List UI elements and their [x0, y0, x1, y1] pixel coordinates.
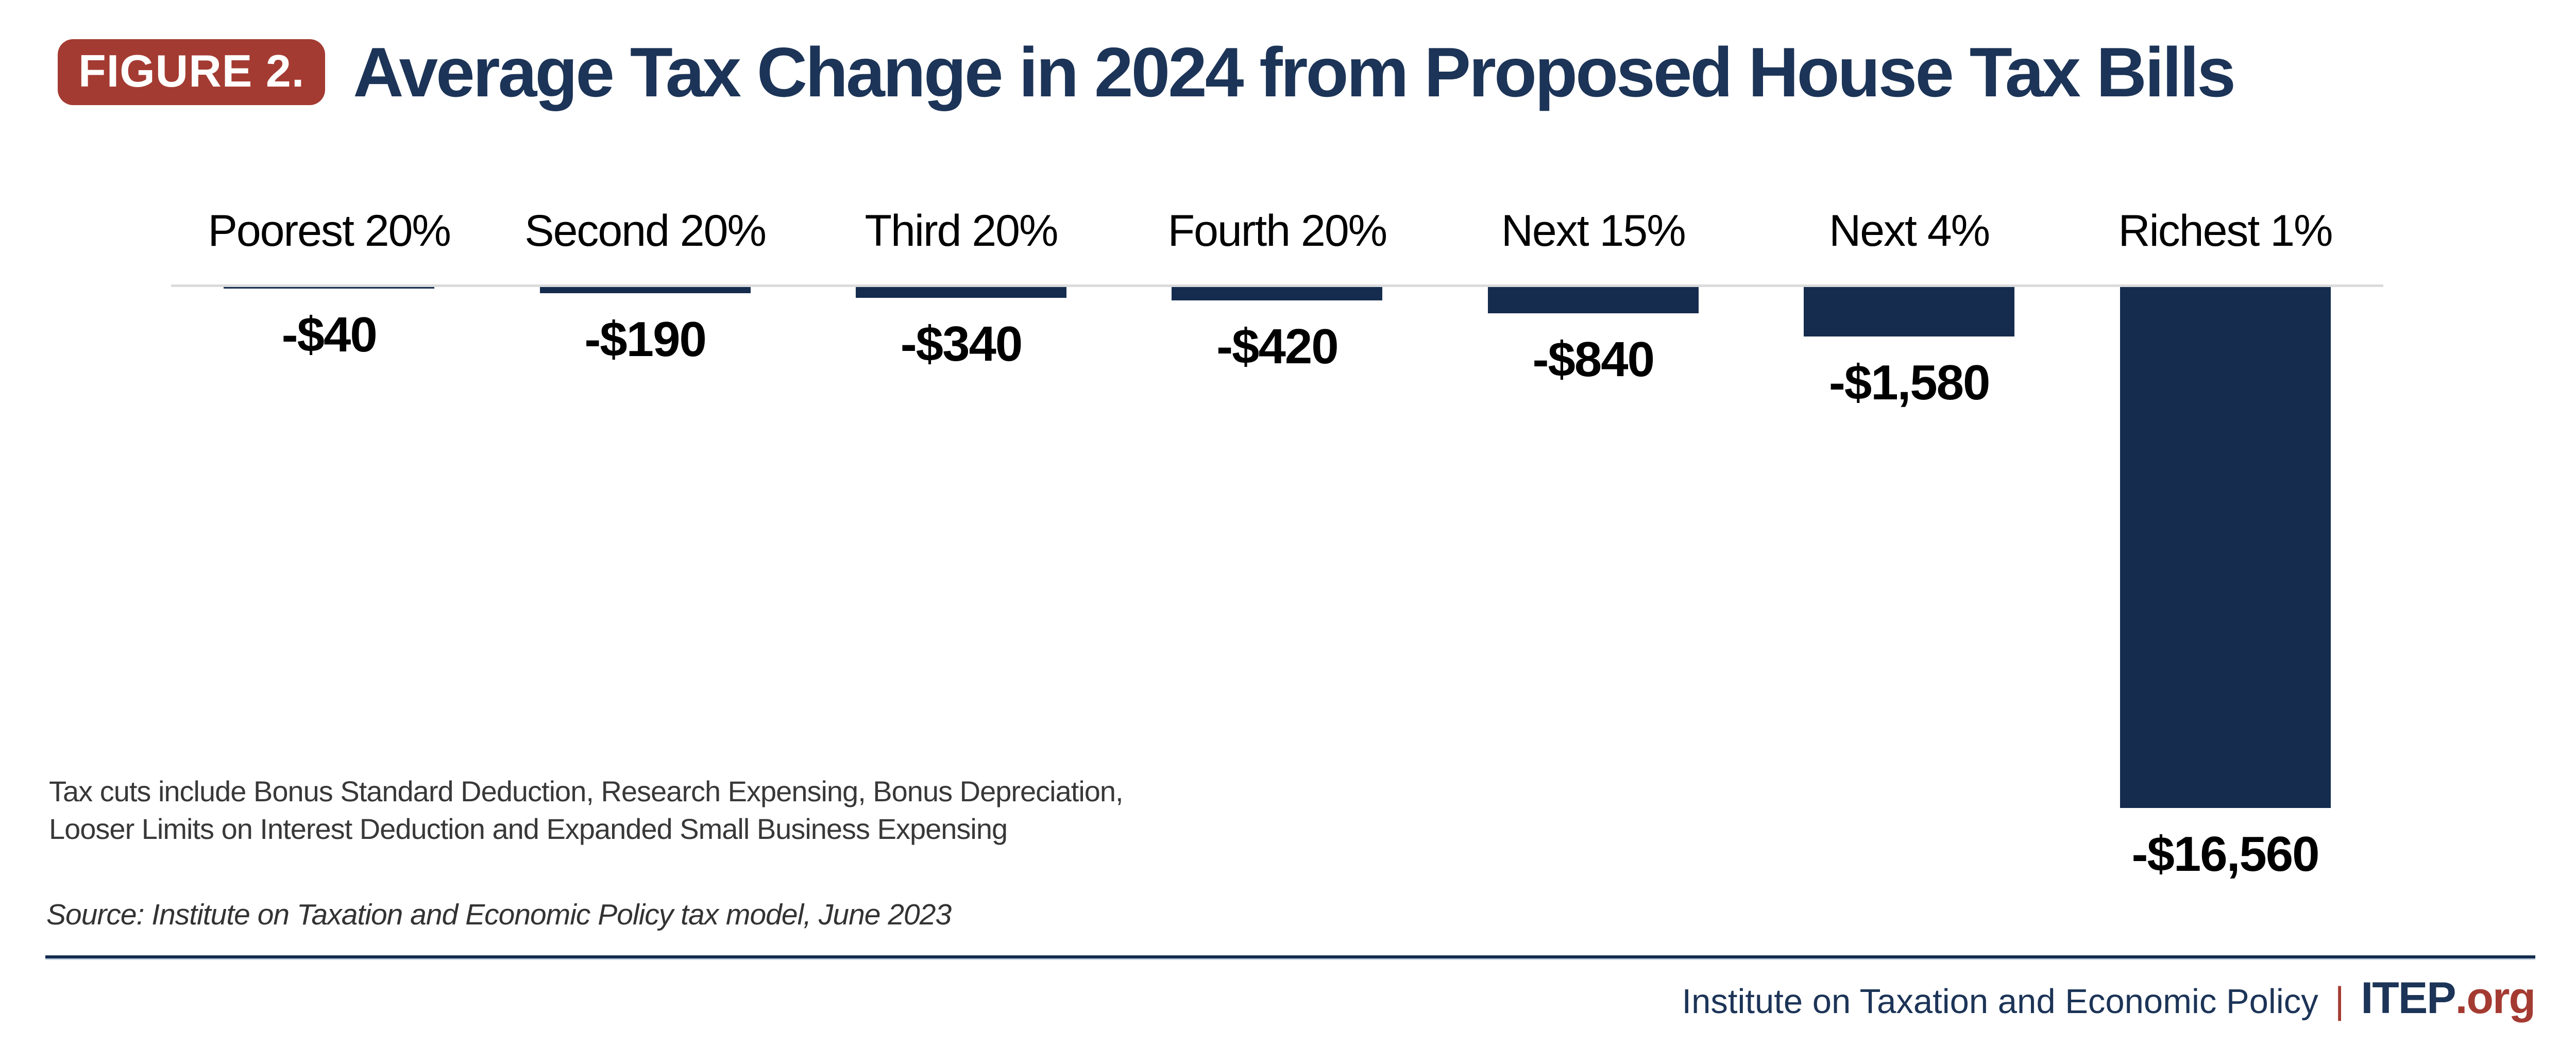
bar	[1172, 287, 1383, 300]
bars-row: -$40 -$190 -$340 -$420 -$840 -$1,580 -$1…	[171, 287, 2383, 879]
chart-column: -$190	[487, 287, 803, 879]
bar-value-label: -$340	[900, 316, 1023, 372]
category-label: Poorest 20%	[208, 206, 451, 256]
itep-logo: ITEP .org	[2361, 973, 2536, 1024]
footer: Institute on Taxation and Economic Polic…	[1682, 973, 2536, 1024]
category-label: Third 20%	[865, 206, 1058, 256]
chart-note: Tax cuts include Bonus Standard Deductio…	[49, 773, 1124, 848]
bar	[2120, 287, 2331, 808]
chart-note-line1: Tax cuts include Bonus Standard Deductio…	[49, 775, 1124, 807]
bar-chart: Poorest 20% Second 20% Third 20% Fourth 20%…	[171, 202, 2383, 879]
itep-logo-suffix: .org	[2455, 973, 2536, 1023]
footer-divider	[45, 955, 2535, 960]
footer-org-name: Institute on Taxation and Economic Polic…	[1682, 982, 2318, 1021]
zero-baseline	[171, 284, 2383, 287]
bar	[539, 287, 751, 293]
category-header-row: Poorest 20% Second 20% Third 20% Fourth 20%…	[171, 202, 2383, 260]
bar-value-label: -$1,580	[1828, 355, 1991, 410]
chart-column: -$420	[1119, 287, 1435, 879]
bar-value-label: -$190	[584, 312, 707, 367]
bar	[1804, 287, 2015, 336]
chart-column: -$1,580	[1751, 287, 2067, 879]
bar	[1487, 287, 1699, 313]
source-citation: Source: Institute on Taxation and Econom…	[46, 898, 952, 931]
bar-value-label: -$16,560	[2131, 827, 2320, 882]
chart-column: -$40	[171, 287, 487, 879]
bar-value-label: -$40	[281, 307, 378, 362]
bar	[855, 287, 1066, 298]
category-label: Next 4%	[1829, 206, 1990, 256]
chart-column: -$340	[803, 287, 1119, 879]
category-label: Second 20%	[524, 206, 767, 256]
footer-separator: |	[2334, 980, 2345, 1021]
category-label: Richest 1%	[2118, 206, 2333, 256]
chart-title: Average Tax Change in 2024 from Proposed…	[353, 33, 2236, 111]
chart-column: -$840	[1435, 287, 1751, 879]
category-label: Fourth 20%	[1167, 206, 1388, 256]
figure-number-badge: FIGURE 2.	[58, 39, 326, 105]
bar-value-label: -$840	[1532, 332, 1655, 387]
chart-note-line2: Looser Limits on Interest Deduction and …	[49, 812, 1008, 845]
bar	[224, 287, 435, 289]
bar-value-label: -$420	[1216, 319, 1339, 374]
figure-header: FIGURE 2. Average Tax Change in 2024 fro…	[58, 33, 2236, 111]
chart-column: -$16,560	[2067, 287, 2383, 879]
category-label: Next 15%	[1501, 206, 1686, 256]
itep-logo-name: ITEP	[2361, 973, 2456, 1023]
